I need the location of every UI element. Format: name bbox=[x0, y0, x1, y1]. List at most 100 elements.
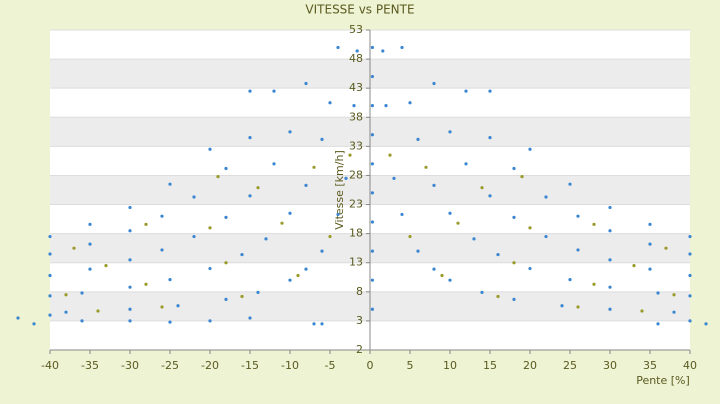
point bbox=[240, 294, 244, 299]
point bbox=[160, 305, 164, 309]
point bbox=[312, 165, 316, 169]
point bbox=[128, 319, 132, 323]
point bbox=[576, 305, 580, 309]
y-tick-label: 48 bbox=[349, 52, 363, 65]
point bbox=[576, 214, 580, 218]
point bbox=[208, 319, 212, 323]
point bbox=[160, 214, 164, 218]
x-axis-label: Pente [%] bbox=[636, 374, 690, 387]
point bbox=[48, 313, 52, 317]
point bbox=[32, 322, 36, 326]
point bbox=[96, 309, 100, 313]
point bbox=[168, 320, 172, 324]
point bbox=[608, 205, 612, 210]
point bbox=[576, 248, 580, 252]
point bbox=[256, 186, 260, 190]
point bbox=[472, 237, 476, 241]
point bbox=[144, 222, 148, 226]
point bbox=[320, 137, 324, 141]
point bbox=[672, 310, 676, 314]
point bbox=[488, 89, 492, 93]
point bbox=[248, 89, 252, 93]
point bbox=[560, 304, 564, 308]
point bbox=[672, 293, 676, 297]
point bbox=[336, 45, 340, 50]
point bbox=[328, 234, 332, 239]
point bbox=[592, 222, 596, 226]
point bbox=[512, 297, 516, 301]
y-tick-label: 38 bbox=[349, 110, 363, 123]
x-tick-label: -40 bbox=[41, 359, 59, 372]
point bbox=[128, 205, 132, 210]
y-tick-label: 3 bbox=[356, 314, 363, 327]
point bbox=[456, 221, 460, 225]
point bbox=[370, 45, 374, 50]
point bbox=[128, 307, 132, 311]
point bbox=[488, 136, 492, 140]
point bbox=[80, 319, 84, 323]
point bbox=[88, 242, 92, 246]
point bbox=[192, 195, 196, 199]
y-tick-label: 8 bbox=[356, 285, 363, 298]
point bbox=[370, 74, 374, 79]
point bbox=[704, 322, 708, 326]
point bbox=[400, 212, 404, 217]
x-tick-label: 35 bbox=[643, 359, 657, 372]
point bbox=[370, 278, 374, 282]
y-tick-label: 28 bbox=[349, 168, 363, 181]
point bbox=[688, 234, 692, 239]
point bbox=[688, 294, 692, 298]
point bbox=[288, 130, 292, 134]
point bbox=[328, 101, 332, 105]
point bbox=[336, 212, 340, 217]
point bbox=[528, 147, 532, 151]
point bbox=[370, 307, 374, 311]
point bbox=[128, 258, 132, 262]
point bbox=[608, 307, 612, 311]
point bbox=[432, 183, 436, 187]
point bbox=[208, 266, 212, 271]
point bbox=[224, 215, 228, 219]
point bbox=[448, 278, 452, 282]
point bbox=[664, 246, 668, 250]
point bbox=[496, 252, 500, 257]
point bbox=[48, 273, 52, 278]
point bbox=[176, 304, 180, 308]
point bbox=[248, 194, 252, 198]
chart-title: VITESSE vs PENTE bbox=[305, 3, 414, 17]
point bbox=[248, 136, 252, 140]
point bbox=[381, 49, 385, 53]
point bbox=[208, 226, 212, 230]
x-tick-label: -15 bbox=[241, 359, 259, 372]
x-tick-label: 40 bbox=[683, 359, 697, 372]
point bbox=[320, 249, 324, 253]
point bbox=[432, 81, 436, 86]
point bbox=[648, 222, 652, 226]
y-tick-label: 18 bbox=[349, 227, 363, 240]
point bbox=[208, 147, 212, 151]
y-tick-label: 33 bbox=[349, 139, 363, 152]
point bbox=[592, 282, 596, 286]
point bbox=[48, 234, 52, 239]
point bbox=[512, 261, 516, 265]
point bbox=[370, 191, 374, 195]
point bbox=[16, 316, 20, 320]
point bbox=[464, 162, 468, 166]
point bbox=[64, 293, 68, 297]
x-tick-label: -5 bbox=[325, 359, 336, 372]
y-axis-label: Vitesse [km/h] bbox=[333, 150, 346, 230]
y-tick-label: 53 bbox=[349, 23, 363, 36]
point bbox=[256, 290, 260, 294]
point bbox=[408, 101, 412, 105]
point bbox=[144, 282, 148, 286]
point bbox=[160, 248, 164, 252]
point bbox=[688, 252, 692, 256]
point bbox=[304, 267, 308, 271]
point bbox=[440, 273, 444, 278]
point bbox=[64, 310, 68, 314]
point bbox=[528, 226, 532, 230]
point bbox=[632, 264, 636, 268]
point bbox=[512, 215, 516, 219]
point bbox=[272, 162, 276, 166]
